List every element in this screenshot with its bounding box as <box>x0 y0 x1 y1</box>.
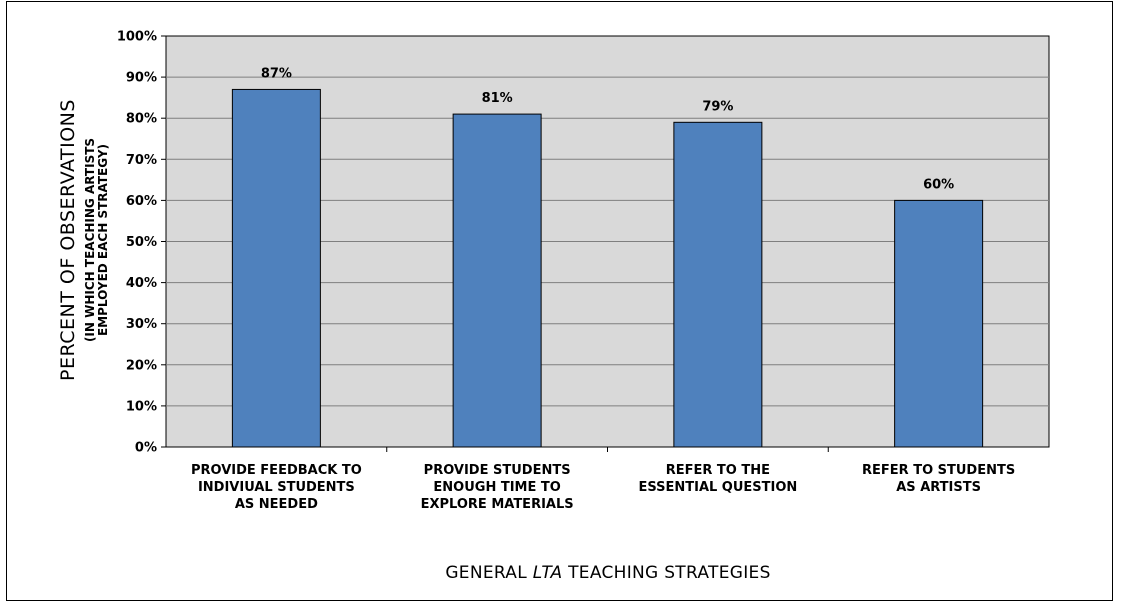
bar <box>452 113 542 448</box>
data-label: 81% <box>482 91 513 106</box>
data-labels: 87% 81% 79% 60% <box>261 66 954 192</box>
category-label-line: PROVIDE STUDENTS <box>424 463 571 478</box>
y-tick-label: 100% <box>117 30 157 45</box>
y-tick-label: 40% <box>126 276 157 291</box>
y-tick-label: 50% <box>126 235 157 250</box>
category-label-line: INDIVIUAL STUDENTS <box>198 480 355 495</box>
x-axis-categories: PROVIDE FEEDBACK TO INDIVIUAL STUDENTS AS … <box>191 447 1015 512</box>
category-label-line: ENOUGH TIME TO <box>433 480 560 495</box>
y-axis-subtitle-line-2: EMPLOYED EACH STRATEGY) <box>96 144 110 336</box>
data-label: 79% <box>702 99 733 114</box>
y-tick-label: 0% <box>135 441 157 456</box>
category-label-line: REFER TO STUDENTS <box>862 463 1015 478</box>
y-tick-label: 90% <box>126 71 157 86</box>
x-axis-title-part-3: TEACHING STRATEGIES <box>562 563 770 583</box>
y-axis-subtitle-line-1: (IN WHICH TEACHING ARTISTS <box>83 138 97 342</box>
category-label-line: AS ARTISTS <box>896 480 981 495</box>
y-axis-ticks: 0% 10% 20% 30% 40% 50% 60% 70% 80% 90% 100% <box>117 30 166 456</box>
bar <box>231 88 321 448</box>
data-label: 60% <box>923 177 954 192</box>
y-axis-title-group: PERCENT OF OBSERVATIONS <box>57 99 79 381</box>
y-tick-label: 60% <box>126 194 157 209</box>
y-tick-label: 80% <box>126 112 157 127</box>
y-tick-label: 10% <box>126 399 157 414</box>
bar <box>894 199 984 448</box>
bars <box>231 88 984 448</box>
x-axis-title-part-1: GENERAL <box>445 563 532 583</box>
y-axis-subtitle-group: (IN WHICH TEACHING ARTISTS EMPLOYED EACH… <box>83 138 110 342</box>
y-axis-title: PERCENT OF OBSERVATIONS <box>57 99 79 381</box>
category-label-line: AS NEEDED <box>235 497 318 512</box>
category-label-line: ESSENTIAL QUESTION <box>638 480 797 495</box>
data-label: 87% <box>261 66 292 81</box>
y-tick-label: 30% <box>126 317 157 332</box>
y-tick-label: 70% <box>126 153 157 168</box>
x-axis-title-part-2: LTA <box>533 563 563 583</box>
category-label-line: EXPLORE MATERIALS <box>421 497 574 512</box>
category-label-line: REFER TO THE <box>666 463 770 478</box>
y-tick-label: 20% <box>126 358 157 373</box>
category-label-line: PROVIDE FEEDBACK TO <box>191 463 362 478</box>
bar <box>673 121 763 448</box>
x-axis-title: GENERAL LTA TEACHING STRATEGIES <box>445 563 770 583</box>
